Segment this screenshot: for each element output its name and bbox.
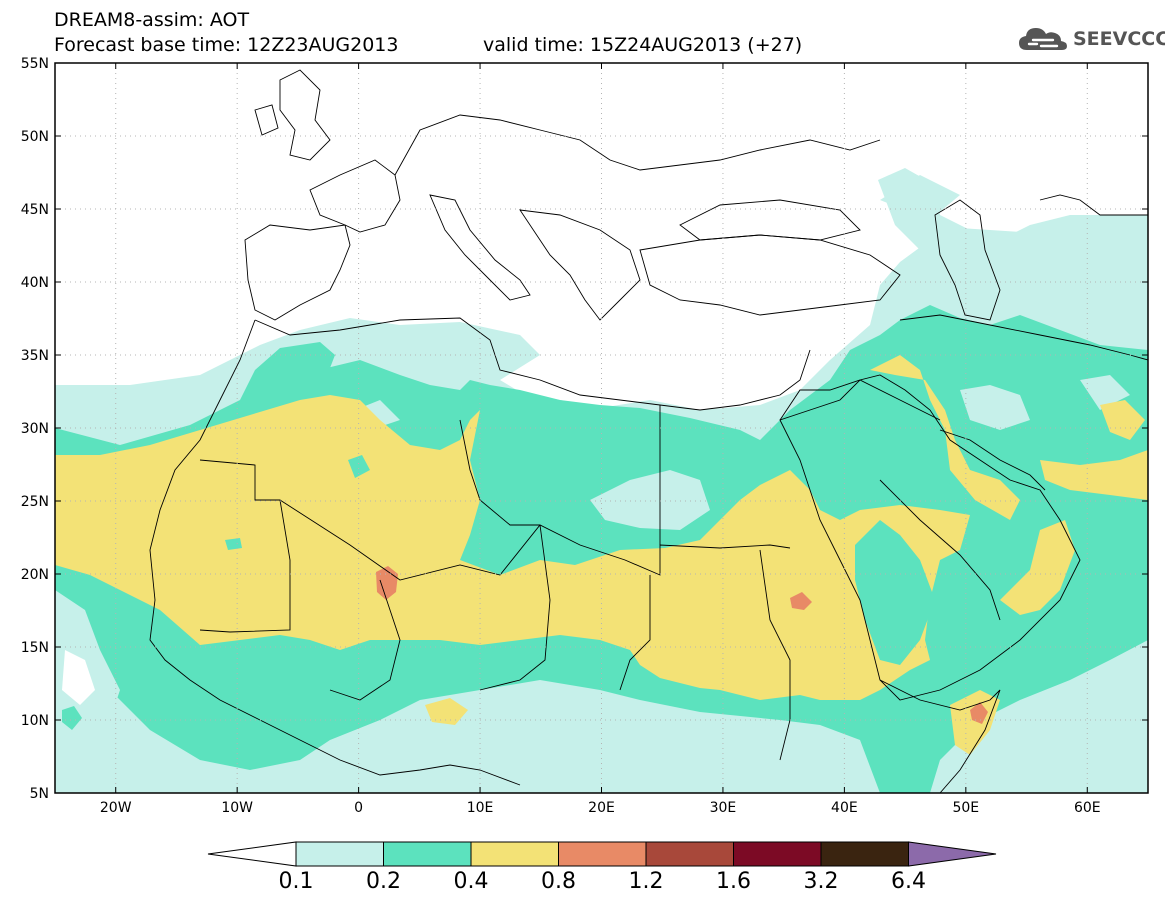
colorbar-segment: [820, 841, 909, 867]
map-ticks: [55, 62, 1148, 794]
valid-time: valid time: 15Z24AUG2013 (+27): [483, 34, 803, 56]
lat-tick-label: 45N: [21, 202, 49, 218]
aot-contour-0.4: [1100, 400, 1145, 440]
lon-tick-label: 10W: [221, 800, 253, 816]
colorbar-segment: [733, 841, 822, 867]
seevccc-logo: SEEVCCC: [1017, 24, 1165, 54]
colorbar-label: 1.2: [629, 869, 664, 894]
colorbar-segment: [645, 841, 734, 867]
logo-text: SEEVCCC: [1073, 28, 1165, 50]
aot-contour-0.1: [878, 168, 1148, 270]
aot-contour-0.1: [960, 385, 1030, 430]
colorbar-label: 1.6: [716, 869, 751, 894]
aot-contour-0.2: [855, 520, 935, 665]
aot-contour-0.05: [62, 650, 95, 705]
lat-tick-label: 35N: [21, 348, 49, 364]
aot-contour-0.4: [870, 355, 1020, 520]
lat-tick-label: 40N: [21, 275, 49, 291]
colorbar: 0.1 0.2 0.4 0.8 1.2 1.6 3.2 6.4: [207, 841, 997, 894]
colorbar-label: 0.8: [541, 869, 576, 894]
lat-tick-label: 10N: [21, 713, 49, 729]
colorbar-segment: [383, 841, 472, 867]
lat-tick-label: 55N: [21, 56, 49, 72]
colorbar-label: 6.4: [891, 869, 926, 894]
lon-axis-labels: 20W 10W 0 10E 20E 30E 40E 50E 60E: [100, 800, 1101, 816]
cloud-icon: [1019, 28, 1067, 50]
aot-contour-0.4: [1000, 520, 1075, 615]
lat-tick-label: 5N: [30, 786, 49, 802]
lat-tick-label: 25N: [21, 494, 49, 510]
aot-contour-0.4: [950, 690, 1000, 755]
aot-contour-0.2: [225, 538, 242, 550]
colorbar-label: 0.2: [366, 869, 401, 894]
colorbar-segment: [558, 841, 647, 867]
aot-contour-0.8: [790, 592, 812, 610]
map-gridlines: [55, 63, 1148, 793]
aot-contour-0.4: [1040, 450, 1148, 500]
aot-contour-0.4: [55, 395, 970, 700]
aot-contour-0.1: [1080, 375, 1130, 410]
lat-tick-label: 20N: [21, 567, 49, 583]
colorbar-over-arrow: [908, 841, 997, 867]
aot-contour-0.8: [970, 702, 988, 724]
lon-tick-label: 20W: [100, 800, 132, 816]
lat-tick-label: 30N: [21, 421, 49, 437]
colorbar-under-arrow: [207, 841, 297, 867]
lon-tick-label: 40E: [831, 800, 858, 816]
lon-tick-label: 60E: [1074, 800, 1101, 816]
lon-tick-label: 20E: [588, 800, 615, 816]
forecast-base-time: Forecast base time: 12Z23AUG2013: [54, 34, 399, 56]
colorbar-label: 0.1: [279, 869, 314, 894]
lon-tick-label: 0: [354, 800, 363, 816]
aot-contour-0.2: [348, 455, 370, 478]
map-title: DREAM8-assim: AOT: [54, 9, 250, 31]
aot-contour-0.1: [55, 590, 120, 740]
aot-contour-0.4: [425, 698, 468, 725]
lat-tick-label: 15N: [21, 640, 49, 656]
colorbar-segment: [470, 841, 559, 867]
lat-tick-label: 50N: [21, 129, 49, 145]
colorbar-segment: [295, 841, 384, 867]
lon-tick-label: 30E: [710, 800, 737, 816]
lon-tick-label: 50E: [952, 800, 979, 816]
colorbar-label: 0.4: [454, 869, 489, 894]
aot-contour-0.2: [62, 706, 82, 730]
aot-contour-0.1: [640, 718, 800, 760]
colorbar-label: 3.2: [804, 869, 839, 894]
aot-contour-0.1: [590, 470, 710, 530]
lat-axis-labels: 55N 50N 45N 40N 35N 30N 25N 20N 15N 10N 5N: [21, 56, 49, 802]
lon-tick-label: 10E: [467, 800, 494, 816]
